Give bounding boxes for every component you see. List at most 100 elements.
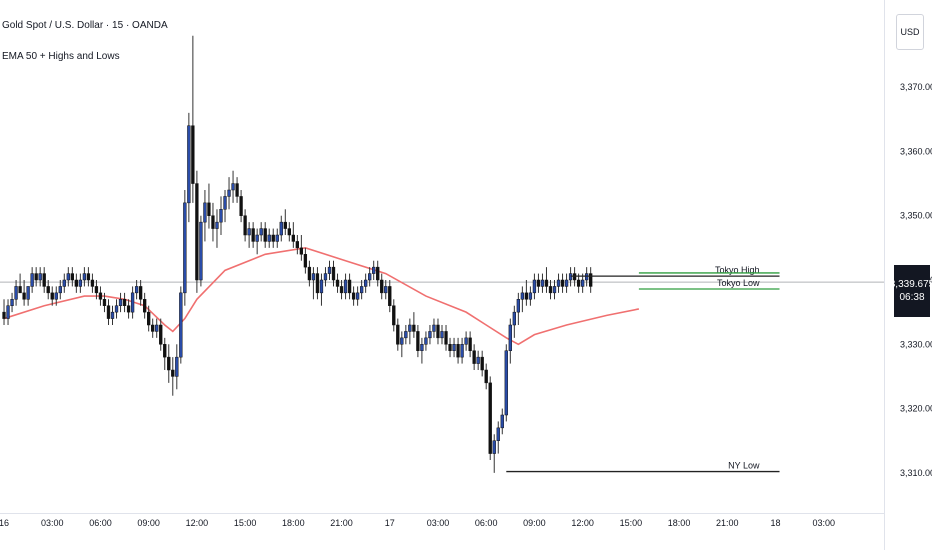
candle bbox=[78, 273, 83, 293]
candle bbox=[227, 177, 231, 210]
indicator-legend[interactable]: EMA 50 + Highs and Lows bbox=[2, 51, 120, 62]
candle-body bbox=[126, 305, 131, 313]
candle-body bbox=[440, 331, 444, 339]
time-tick-label: 21:00 bbox=[716, 518, 739, 528]
price-tick-label: 3,360.000 bbox=[900, 146, 932, 156]
candle bbox=[94, 280, 99, 300]
candle-body bbox=[94, 286, 99, 294]
candle-body bbox=[548, 286, 553, 294]
candle bbox=[279, 215, 283, 242]
candle bbox=[560, 273, 565, 293]
candle bbox=[138, 280, 143, 306]
candle-body bbox=[392, 305, 396, 326]
candle bbox=[195, 170, 199, 293]
candle bbox=[355, 286, 360, 306]
candle-body bbox=[255, 234, 259, 242]
candle bbox=[524, 280, 529, 306]
candle-body bbox=[323, 273, 328, 281]
time-tick-label: 18:00 bbox=[668, 518, 691, 528]
candle-body bbox=[235, 183, 239, 197]
candle-body bbox=[347, 279, 352, 294]
chart-title: Gold Spot / U.S. Dollar · 15 · OANDA bbox=[2, 20, 168, 31]
candle bbox=[199, 215, 203, 287]
candle-body bbox=[552, 286, 557, 294]
candle bbox=[480, 350, 484, 377]
candle-body bbox=[339, 286, 344, 294]
candle-body bbox=[179, 292, 183, 358]
candle bbox=[6, 299, 10, 325]
candle-body bbox=[46, 286, 50, 294]
candle-body bbox=[10, 299, 14, 306]
candle-body bbox=[251, 228, 255, 242]
candle bbox=[171, 357, 175, 396]
candle bbox=[26, 286, 30, 306]
candle-body bbox=[472, 350, 476, 364]
candle-body bbox=[122, 299, 127, 306]
price-tick-label: 3,320.000 bbox=[900, 404, 932, 414]
candle bbox=[492, 434, 496, 473]
candle-body bbox=[247, 228, 251, 236]
candle-body bbox=[151, 324, 155, 332]
candle-body bbox=[359, 286, 364, 294]
candle bbox=[2, 299, 6, 325]
candle bbox=[62, 273, 66, 293]
candle-body bbox=[400, 337, 404, 345]
candle bbox=[106, 299, 111, 325]
candle bbox=[343, 273, 348, 300]
candle-body bbox=[532, 279, 537, 294]
candle-body bbox=[388, 286, 392, 306]
candle bbox=[207, 183, 211, 229]
candle bbox=[460, 337, 464, 364]
candle-body bbox=[536, 279, 541, 287]
candle bbox=[231, 170, 235, 203]
candle-body bbox=[307, 266, 312, 281]
candle-body bbox=[452, 344, 456, 351]
candle-body bbox=[420, 344, 424, 351]
candle bbox=[86, 267, 91, 287]
candle bbox=[335, 273, 340, 293]
candle bbox=[412, 312, 416, 338]
currency-button[interactable]: USD bbox=[896, 14, 924, 50]
time-tick-label: 16 bbox=[0, 518, 9, 528]
candle bbox=[263, 222, 267, 248]
candle-body bbox=[380, 279, 384, 294]
candle bbox=[548, 280, 553, 300]
candle bbox=[179, 286, 183, 364]
candle bbox=[259, 222, 263, 242]
time-tick-label: 03:00 bbox=[812, 518, 835, 528]
candle bbox=[311, 267, 316, 300]
candle-body bbox=[211, 215, 215, 229]
candle bbox=[319, 273, 324, 306]
candle-body bbox=[223, 196, 227, 210]
candle-body bbox=[291, 234, 295, 242]
candle-body bbox=[42, 273, 46, 287]
candle-body bbox=[134, 286, 139, 294]
time-tick-label: 18 bbox=[771, 518, 781, 528]
candle-body bbox=[368, 273, 372, 281]
candle-body bbox=[207, 202, 211, 216]
candle bbox=[424, 331, 428, 351]
candle bbox=[428, 325, 432, 345]
bar-countdown: 06:38 bbox=[899, 292, 925, 303]
candle-body bbox=[54, 292, 58, 300]
candle bbox=[251, 222, 255, 248]
candle bbox=[448, 337, 452, 358]
candle-body bbox=[500, 414, 504, 429]
candle bbox=[203, 190, 207, 242]
candle bbox=[255, 228, 259, 255]
candle-body bbox=[90, 279, 95, 287]
candle bbox=[315, 267, 320, 300]
candle bbox=[552, 280, 557, 300]
candle bbox=[384, 280, 388, 300]
candle-body bbox=[404, 331, 408, 339]
candle bbox=[359, 280, 364, 300]
candle-body bbox=[171, 369, 175, 377]
candle bbox=[283, 209, 287, 235]
candle-body bbox=[106, 305, 111, 319]
candle-body bbox=[239, 196, 243, 216]
last-price-value: 3,339.675 bbox=[889, 279, 932, 290]
candle bbox=[464, 331, 468, 351]
time-tick-label: 09:00 bbox=[137, 518, 160, 528]
candle-body bbox=[98, 292, 103, 300]
